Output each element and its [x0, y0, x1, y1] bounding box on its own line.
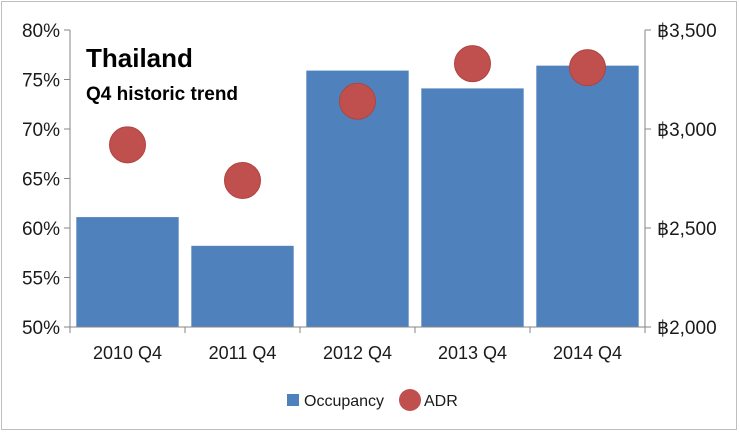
occupancy-bar — [536, 65, 639, 327]
left-tick-label: 75% — [22, 71, 60, 92]
left-tick-label: 55% — [22, 269, 60, 290]
adr-point — [224, 161, 261, 199]
adr-point — [109, 126, 146, 164]
legend-occupancy-label: Occupancy — [304, 393, 384, 410]
left-tick-label: 50% — [22, 318, 60, 339]
right-tick-label: ฿3,000 — [657, 120, 717, 141]
right-tick-label: ฿3,500 — [657, 21, 717, 42]
right-tick-label: ฿2,000 — [657, 318, 717, 339]
legend-adr-marker — [399, 389, 421, 411]
chart-title: Thailand — [86, 43, 193, 73]
x-tick-label: 2014 Q4 — [553, 343, 622, 363]
tick-labels: 50% 55% 60% 65% 70% 75% 80% ฿2,000 ฿2,500 ฿3,000 ฿… — [22, 21, 717, 363]
left-tick-label: 70% — [22, 120, 60, 141]
x-tick-label: 2010 Q4 — [93, 343, 162, 363]
occupancy-bar — [191, 245, 294, 327]
x-tick-label: 2013 Q4 — [438, 343, 507, 363]
legend: Occupancy ADR — [287, 389, 458, 411]
adr-point — [454, 45, 491, 83]
adr-point-group — [109, 45, 606, 199]
legend-adr-label: ADR — [424, 393, 458, 410]
occupancy-bar — [76, 217, 179, 327]
left-tick-label: 80% — [22, 21, 60, 42]
x-tick-label: 2011 Q4 — [209, 343, 277, 363]
adr-point — [339, 82, 376, 120]
left-tick-label: 60% — [22, 219, 60, 240]
axes — [64, 29, 651, 333]
occupancy-bar — [421, 88, 524, 327]
x-tick-label: 2012 Q4 — [323, 343, 392, 363]
chart-subtitle: Q4 historic trend — [86, 84, 238, 105]
adr-point — [569, 49, 606, 87]
bar-group — [76, 65, 639, 327]
left-tick-label: 65% — [22, 170, 60, 191]
legend-occupancy-swatch — [287, 394, 299, 406]
right-tick-label: ฿2,500 — [657, 219, 717, 240]
